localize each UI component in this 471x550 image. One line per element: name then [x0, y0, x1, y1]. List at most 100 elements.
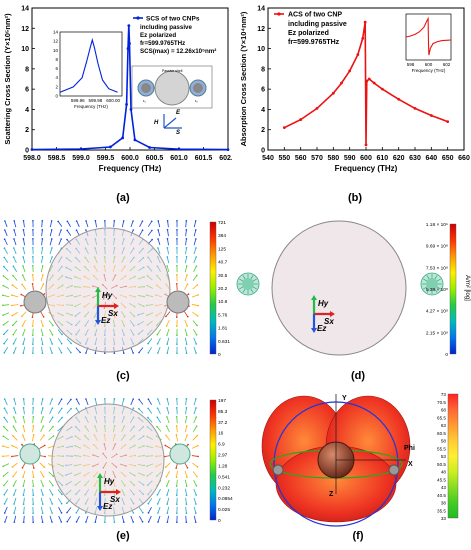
colorbar-tick-label: 2.97: [218, 453, 228, 459]
x-tick-label: 600.0: [121, 155, 139, 162]
axis-phi-label: Phi: [404, 445, 415, 452]
x-tick-label: 590: [344, 155, 356, 162]
colorbar-tick-label: 0: [218, 352, 221, 358]
colorbar-tick-label: 40.7: [218, 260, 228, 266]
x-axis-label: Frequency (THz): [335, 164, 398, 173]
x-tick-label: 620: [393, 155, 405, 162]
colorbar-tick-label: 7.53 × 10⁸: [426, 265, 448, 271]
legend-marker: [136, 16, 140, 20]
left-nanoparticle-c: [23, 290, 47, 314]
data-point: [446, 120, 450, 123]
colorbar-d: 1.18 × 10⁹ 9.69 × 10⁸ 7.53 × 10⁸ 5.38 × 10⁸…: [426, 222, 470, 358]
data-point: [30, 148, 34, 151]
colorbar-tick-label: 2.15 × 10⁸: [426, 330, 448, 336]
y-tick-label: 14: [21, 6, 29, 13]
axis-y-label: Y: [342, 395, 347, 402]
inset-y-tick: 6: [55, 66, 58, 71]
e-vector-label: Ez: [103, 502, 112, 511]
colorbar-tick-label: 0.025: [218, 507, 230, 513]
x-tick-label: 640: [425, 155, 437, 162]
x-tick-label: 550: [278, 155, 290, 162]
data-point: [226, 148, 230, 151]
s-vector-label: Sx: [324, 317, 334, 326]
x-tick-label: 540: [262, 155, 274, 162]
inset-y-tick: 4: [55, 75, 58, 80]
colorbar-tick-label: 16: [218, 431, 224, 437]
x-tick-label: 650: [442, 155, 454, 162]
panel-label-f: (f): [352, 530, 364, 542]
h-vector-label: Hy: [102, 291, 113, 300]
data-point: [367, 77, 371, 81]
colorbar-tick-label: 45.5: [437, 477, 446, 482]
data-point: [361, 37, 365, 40]
colorbar-tick-label: 0.541: [218, 474, 230, 480]
colorbar-tick-label: 68: [441, 408, 447, 413]
x-tick-label: 630: [409, 155, 421, 162]
y-tick-label: 4: [25, 107, 29, 114]
y-tick-label: 8: [261, 66, 265, 73]
data-point: [331, 91, 335, 95]
panel-f-radiation-pattern: Y X Z Phi 73 70.5 68 65.5 63 60.5 58 55.5 53 50.5 48 4…: [236, 388, 471, 528]
x-tick-label: 570: [311, 155, 323, 162]
colorbar-tick-label: 10.8: [218, 299, 228, 305]
colorbar-tick-label: 4.27 × 10⁸: [426, 309, 448, 315]
data-point: [121, 136, 125, 140]
data-point: [315, 107, 319, 110]
panel-label-a: (a): [116, 192, 130, 204]
s-vector-label: Sx: [108, 309, 118, 318]
colorbar-tick-label: 85.3: [218, 409, 228, 415]
colorbar-e: 197 85.3 37.2 16 6.9 2.97 1.28 0.541 0.232 0.0854…: [209, 398, 233, 524]
inset-x-tick: 598: [407, 62, 415, 67]
y-tick-label: 10: [21, 46, 29, 53]
inset-x-tick: 600: [425, 62, 433, 67]
diagram-label: ε₁: [143, 99, 147, 103]
annotation-line: SCS(max) = 12.26x10⁵nm²: [140, 48, 216, 55]
x-tick-label: 600: [360, 155, 372, 162]
right-nanoparticle-c: [166, 290, 190, 314]
data-point: [109, 145, 112, 149]
colorbar-gradient: [209, 221, 217, 355]
y-tick-label: 0: [261, 148, 265, 155]
inset-series-line: [405, 16, 452, 56]
diagram-label: ε₂: [195, 99, 199, 103]
panel-label-c: (c): [116, 370, 130, 382]
legend-label: ACS of two CNP: [288, 12, 342, 19]
inset-x-label: Frequency (THz): [74, 104, 108, 109]
colorbar-tick-label: 125: [218, 246, 226, 252]
y-tick-label: 2: [25, 127, 29, 134]
annotation-line: including passive: [288, 21, 347, 28]
svg-text:E: E: [176, 110, 181, 116]
x-tick-label: 580: [327, 155, 339, 162]
svg-text:S: S: [176, 130, 180, 136]
legend-label: SCS of two CNPs: [146, 16, 200, 23]
nanoparticles-d: [236, 272, 444, 296]
annotation-line: including passive: [140, 24, 192, 31]
colorbar-tick-label: 65.5: [437, 415, 446, 420]
s-vector-label: Sx: [110, 495, 120, 504]
colorbar-tick-label: 1.81: [218, 326, 228, 332]
colorbar-tick-label: 63: [441, 423, 447, 428]
colorbar-tick-label: 384: [218, 233, 226, 239]
colorbar-tick-label: 1.28: [218, 463, 228, 469]
e-vector-label: Ez: [101, 316, 110, 325]
colorbar-tick-label: 20.2: [218, 286, 228, 292]
annotation-line: fr=599.9765THz: [288, 39, 340, 46]
central-sphere-d: [271, 220, 407, 356]
plot-a-area: 598.0 598.5 599.0 599.5 600.0 600.5 601.0 601.5…: [3, 6, 232, 174]
left-nanoparticle-f: [272, 464, 284, 476]
colorbar-tick-label: 1.18 × 10⁹: [426, 222, 448, 228]
inset-frame: [59, 31, 123, 97]
central-sphere-e: [51, 403, 165, 517]
left-nanoparticle-e: [19, 443, 41, 465]
data-point: [364, 143, 368, 147]
colorbar-tick-label: 55.5: [437, 446, 446, 451]
colorbar-tick-label: 70.5: [437, 400, 446, 405]
colorbar-tick-label: 35.5: [437, 508, 446, 513]
data-point: [380, 87, 384, 91]
x-tick-label: 600.5: [146, 155, 164, 162]
data-point: [125, 102, 128, 106]
coordinate-axes-f: Y X Z Phi: [329, 394, 415, 498]
